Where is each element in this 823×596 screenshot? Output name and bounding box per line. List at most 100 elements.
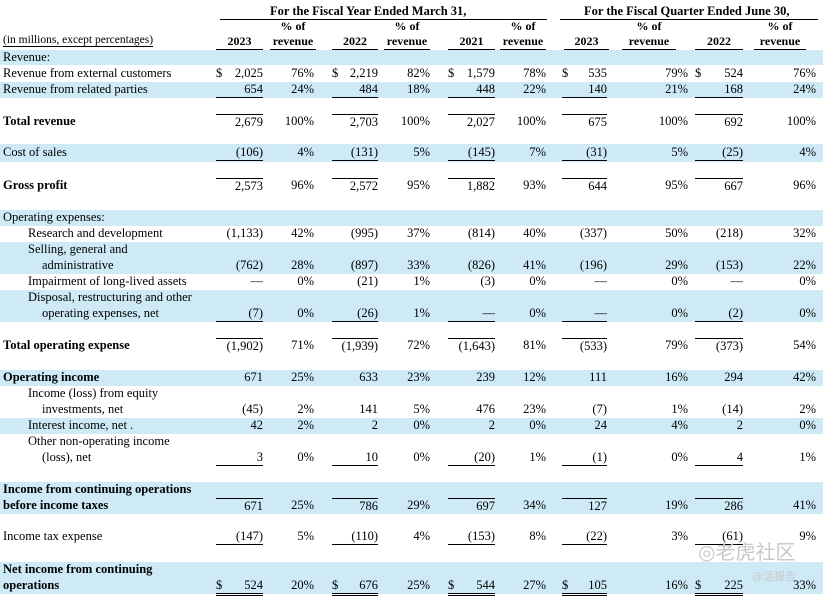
value-cell: $1,579 (448, 66, 495, 81)
percent-cell: 4% (297, 145, 314, 159)
percent-cell: 76% (291, 66, 314, 80)
percent-cell: 0% (413, 418, 430, 432)
row-label-continued: (loss), net (42, 450, 92, 464)
value-cell: 127 (562, 498, 607, 514)
value-cell: (145) (448, 145, 495, 161)
value-cell: (1,643) (448, 338, 495, 354)
percent-cell: 41% (793, 498, 816, 512)
value-cell: (1,133) (226, 226, 263, 240)
value-cell: (1,939) (332, 338, 378, 354)
column-header-pct-of-revenue: % of revenue (500, 19, 546, 50)
value-cell: (1) (562, 450, 607, 466)
percent-cell: 100% (400, 114, 430, 128)
value-cell: 294 (724, 370, 743, 384)
value-cell: 697 (448, 498, 495, 514)
percent-cell: 4% (799, 145, 816, 159)
percent-cell: 21% (665, 82, 688, 96)
percent-cell: 42% (793, 370, 816, 384)
percent-cell: 0% (529, 306, 546, 320)
row-label: Operating expenses: (3, 210, 105, 224)
value-cell: 2 (488, 418, 495, 432)
table-row: Operating income 671 25% 633 23% 239 12% 111 16%… (0, 370, 823, 386)
dollar-sign: $ (332, 578, 339, 592)
percent-cell: 4% (671, 418, 688, 432)
value-cell: 786 (332, 498, 378, 514)
value-cell: (1,902) (216, 338, 263, 354)
percent-cell: 96% (291, 178, 314, 192)
unit-note: (in millions, except percentages) (3, 34, 154, 47)
percent-cell: 27% (523, 578, 546, 592)
table-row: Research and development (1,133) 42% (995) 3… (0, 226, 823, 242)
value-cell: 42 (250, 418, 264, 432)
value-cell: 141 (359, 402, 378, 416)
percent-cell: 0% (799, 274, 816, 288)
pct-header-top: % of (280, 19, 306, 33)
value-cell: (25) (695, 145, 743, 161)
quarter-dollar-sign: $ (695, 578, 702, 592)
value-cell: 2,027 (448, 114, 495, 130)
percent-cell: 0% (297, 450, 314, 464)
value-cell: 644 (562, 178, 607, 194)
percent-cell: 20% (291, 578, 314, 592)
pct-header-bottom: revenue (272, 34, 314, 48)
column-header-year: 2022 (695, 34, 743, 50)
watermark-logo-icon: ◎ (698, 540, 716, 564)
percent-cell: 81% (523, 338, 546, 352)
percent-cell: 50% (665, 226, 688, 240)
percent-cell: 82% (407, 66, 430, 80)
percent-cell: 32% (793, 226, 816, 240)
value-cell: 675 (562, 114, 607, 130)
value-cell: (14) (722, 402, 743, 416)
value-cell: 286 (695, 498, 743, 514)
column-header-pct-of-revenue: % of revenue (754, 19, 806, 50)
table-row: Operating expenses: (0, 210, 823, 226)
percent-cell: 22% (793, 258, 816, 272)
row-label-continued: before income taxes (3, 498, 109, 512)
percent-cell: 3% (671, 529, 688, 543)
value-cell: 671 (244, 370, 263, 384)
value-cell: $524 (216, 578, 263, 596)
value-cell: (7) (216, 306, 263, 322)
row-label: Income tax expense (3, 529, 103, 543)
pct-header-top: % of (394, 19, 420, 33)
percent-cell: 100% (516, 114, 546, 128)
percent-cell: 19% (665, 498, 688, 512)
percent-cell: 24% (291, 82, 314, 96)
percent-cell: 4% (413, 529, 430, 543)
dollar-amount: 1,579 (466, 66, 495, 80)
percent-cell: 79% (665, 338, 688, 352)
value-cell: $2,025 (216, 66, 263, 81)
value-cell: 535 (588, 66, 607, 80)
percent-cell: 0% (799, 306, 816, 320)
row-label: Cost of sales (3, 145, 67, 159)
table-row: Impairment of long-lived assets — 0% (21) 1%… (0, 274, 823, 290)
percent-cell: 0% (413, 450, 430, 464)
value-cell: 633 (359, 370, 378, 384)
pct-header-bottom: revenue (628, 34, 670, 48)
value-cell: — (730, 274, 744, 288)
value-cell: 2,703 (332, 114, 378, 130)
percent-cell: 0% (529, 274, 546, 288)
percent-cell: 5% (671, 145, 688, 159)
value-cell: 671 (216, 498, 263, 514)
dollar-sign: $ (448, 66, 455, 80)
quarter-dollar-sign: $ (695, 66, 702, 80)
percent-cell: 16% (665, 578, 688, 592)
percent-cell: 18% (407, 82, 430, 96)
percent-cell: 76% (793, 66, 816, 80)
value-cell: (22) (562, 529, 607, 545)
percent-cell: 100% (658, 114, 688, 128)
value-cell: (373) (695, 338, 743, 354)
value-cell: 2 (371, 418, 378, 432)
table-row: Income from continuing operations before … (0, 482, 823, 514)
percent-cell: 1% (671, 402, 688, 416)
pct-header-bottom: revenue (502, 34, 544, 48)
row-label: Other non-operating income (28, 434, 170, 448)
column-header-year: 2022 (332, 34, 378, 50)
table-row: Income tax expense (147) 5% (110) 4% (153) 8% (… (0, 528, 823, 546)
value-cell: 140 (562, 82, 607, 98)
percent-cell: 5% (413, 402, 430, 416)
value-cell: 168 (695, 82, 743, 98)
value-cell: (3) (480, 274, 495, 288)
percent-cell: 1% (413, 274, 430, 288)
